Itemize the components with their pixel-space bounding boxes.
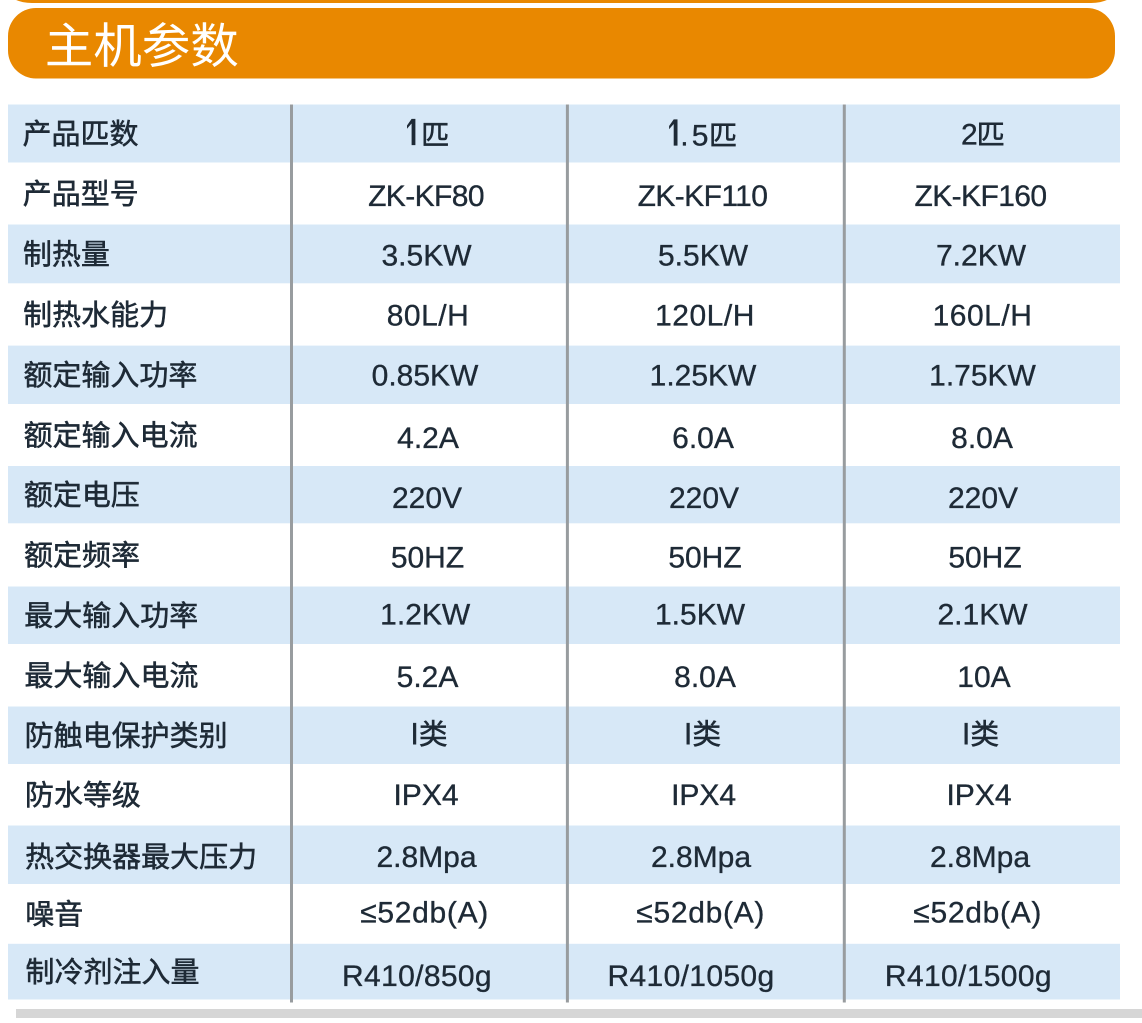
svg-text:50HZ: 50HZ — [948, 542, 1021, 575]
svg-text:5.2A: 5.2A — [397, 661, 459, 694]
svg-text:ZK-KF160: ZK-KF160 — [915, 180, 1047, 213]
svg-text:IPX4: IPX4 — [671, 779, 736, 812]
svg-text:≤52db(A): ≤52db(A) — [913, 897, 1042, 930]
svg-text:4.2A: 4.2A — [397, 422, 459, 455]
svg-text:6.0A: 6.0A — [672, 422, 734, 455]
svg-text:8.0A: 8.0A — [674, 661, 736, 694]
svg-text:2.1KW: 2.1KW — [937, 599, 1028, 632]
svg-text:8.0A: 8.0A — [951, 422, 1013, 455]
svg-text:10A: 10A — [957, 661, 1010, 694]
svg-text:R410/1050g: R410/1050g — [608, 960, 775, 993]
svg-text:IPX4: IPX4 — [393, 779, 458, 812]
svg-text:2.8Mpa: 2.8Mpa — [930, 841, 1030, 874]
svg-text:220V: 220V — [669, 482, 739, 515]
svg-text:2: 2 — [961, 119, 978, 152]
svg-text:1.25KW: 1.25KW — [650, 359, 757, 392]
svg-text:≤52db(A): ≤52db(A) — [360, 897, 489, 930]
svg-text:50HZ: 50HZ — [668, 542, 741, 575]
svg-text:220V: 220V — [948, 482, 1018, 515]
svg-text:ZK-KF80: ZK-KF80 — [368, 180, 484, 213]
svg-text:.: . — [680, 120, 688, 153]
svg-text:50HZ: 50HZ — [391, 542, 464, 575]
svg-text:IPX4: IPX4 — [946, 779, 1011, 812]
svg-text:1.5KW: 1.5KW — [655, 599, 746, 632]
svg-text:2.8Mpa: 2.8Mpa — [376, 841, 476, 874]
svg-text:1.2KW: 1.2KW — [380, 599, 471, 632]
svg-text:1.75KW: 1.75KW — [929, 359, 1036, 392]
svg-text:5: 5 — [692, 120, 709, 153]
svg-text:0.85KW: 0.85KW — [372, 359, 479, 392]
svg-text:80L/H: 80L/H — [387, 299, 470, 332]
svg-text:120L/H: 120L/H — [655, 299, 755, 332]
svg-text:5.5KW: 5.5KW — [658, 239, 749, 272]
svg-text:160L/H: 160L/H — [933, 299, 1033, 332]
svg-text:R410/850g: R410/850g — [342, 960, 492, 993]
svg-text:7.2KW: 7.2KW — [936, 239, 1027, 272]
svg-text:R410/1500g: R410/1500g — [885, 960, 1052, 993]
svg-text:2.8Mpa: 2.8Mpa — [651, 841, 751, 874]
svg-text:220V: 220V — [392, 482, 462, 515]
svg-text:3.5KW: 3.5KW — [381, 239, 472, 272]
svg-text:ZK-KF110: ZK-KF110 — [638, 180, 768, 213]
svg-text:≤52db(A): ≤52db(A) — [636, 897, 765, 930]
